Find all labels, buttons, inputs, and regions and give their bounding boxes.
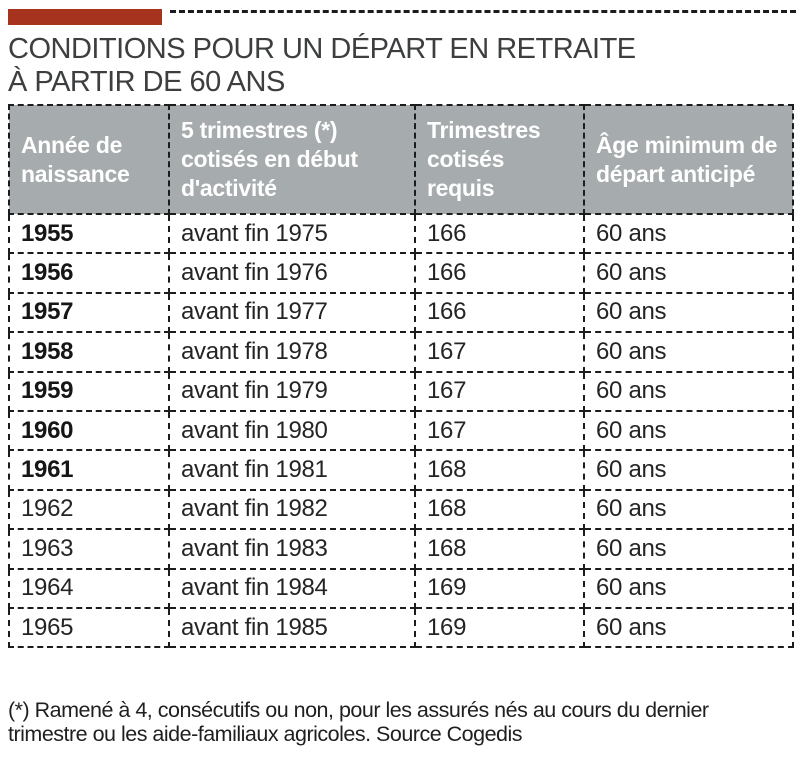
header-trimestres-cotises-debut: 5 trimestres (*) cotisés en début d'acti… [168,104,416,215]
accent-red-bar [8,9,162,25]
cell-trimestres-requis: 168 [414,528,585,570]
cell-cotises-debut: avant fin 1982 [168,488,416,531]
cell-age-minimum: 60 ans [583,212,794,255]
table-body: 1955 avant fin 1975 166 60 ans 1956 avan… [8,212,794,649]
cell-trimestres-requis: 168 [414,449,585,491]
table-row: 1955 avant fin 1975 166 60 ans [8,212,794,255]
table-row: 1958 avant fin 1978 167 60 ans [8,331,794,373]
cell-cotises-debut: avant fin 1978 [168,331,416,373]
table-header-row: Année de naissance 5 trimestres (*) coti… [8,104,794,215]
cell-age-minimum: 60 ans [583,488,794,531]
cell-birth-year: 1961 [8,449,170,491]
cell-cotises-debut: avant fin 1983 [168,528,416,570]
cell-age-minimum: 60 ans [583,567,794,609]
cell-cotises-debut: avant fin 1985 [168,606,416,649]
cell-age-minimum: 60 ans [583,528,794,570]
top-dashed-rule [170,10,796,13]
cell-trimestres-requis: 166 [414,252,585,294]
table-row: 1962 avant fin 1982 168 60 ans [8,488,794,531]
table-row: 1960 avant fin 1980 167 60 ans [8,409,794,452]
cell-trimestres-requis: 169 [414,606,585,649]
cell-trimestres-requis: 166 [414,212,585,255]
page-title-line2: À PARTIR DE 60 ANS [8,66,285,98]
cell-birth-year: 1964 [8,567,170,609]
retirement-conditions-table: Année de naissance 5 trimestres (*) coti… [8,104,794,649]
cell-cotises-debut: avant fin 1975 [168,212,416,255]
cell-age-minimum: 60 ans [583,331,794,373]
footnote: (*) Ramené à 4, consécutifs ou non, pour… [8,698,792,746]
table-row: 1964 avant fin 1984 169 60 ans [8,567,794,609]
cell-cotises-debut: avant fin 1981 [168,449,416,491]
footnote-line1: (*) Ramené à 4, consécutifs ou non, pour… [8,698,709,722]
table-row: 1965 avant fin 1985 169 60 ans [8,606,794,649]
cell-birth-year: 1959 [8,370,170,412]
page-title-line1: CONDITIONS POUR UN DÉPART EN RETRAITE [8,33,636,65]
cell-trimestres-requis: 167 [414,370,585,412]
cell-birth-year: 1958 [8,331,170,373]
cell-birth-year: 1963 [8,528,170,570]
cell-birth-year: 1955 [8,212,170,255]
cell-cotises-debut: avant fin 1984 [168,567,416,609]
cell-trimestres-requis: 167 [414,409,585,452]
cell-age-minimum: 60 ans [583,291,794,334]
cell-trimestres-requis: 166 [414,291,585,334]
page-title: CONDITIONS POUR UN DÉPART EN RETRAITE À … [8,33,636,99]
cell-age-minimum: 60 ans [583,409,794,452]
cell-trimestres-requis: 168 [414,488,585,531]
table-row: 1957 avant fin 1977 166 60 ans [8,291,794,334]
cell-birth-year: 1957 [8,291,170,334]
table-row: 1961 avant fin 1981 168 60 ans [8,449,794,491]
header-age-minimum: Âge minimum de départ anticipé [583,104,794,215]
header-annee-naissance: Année de naissance [8,104,170,215]
table-row: 1959 avant fin 1979 167 60 ans [8,370,794,412]
cell-birth-year: 1960 [8,409,170,452]
footnote-line2: trimestre ou les aide-familiaux agricole… [8,722,523,746]
cell-birth-year: 1962 [8,488,170,531]
cell-cotises-debut: avant fin 1977 [168,291,416,334]
cell-cotises-debut: avant fin 1980 [168,409,416,452]
cell-age-minimum: 60 ans [583,606,794,649]
cell-birth-year: 1956 [8,252,170,294]
cell-trimestres-requis: 169 [414,567,585,609]
cell-cotises-debut: avant fin 1976 [168,252,416,294]
table-header: Année de naissance 5 trimestres (*) coti… [8,104,794,215]
cell-age-minimum: 60 ans [583,449,794,491]
cell-cotises-debut: avant fin 1979 [168,370,416,412]
table-row: 1963 avant fin 1983 168 60 ans [8,528,794,570]
cell-age-minimum: 60 ans [583,370,794,412]
cell-age-minimum: 60 ans [583,252,794,294]
cell-trimestres-requis: 167 [414,331,585,373]
header-trimestres-requis: Trimestres cotisés requis [414,104,585,215]
table-row: 1956 avant fin 1976 166 60 ans [8,252,794,294]
cell-birth-year: 1965 [8,606,170,649]
